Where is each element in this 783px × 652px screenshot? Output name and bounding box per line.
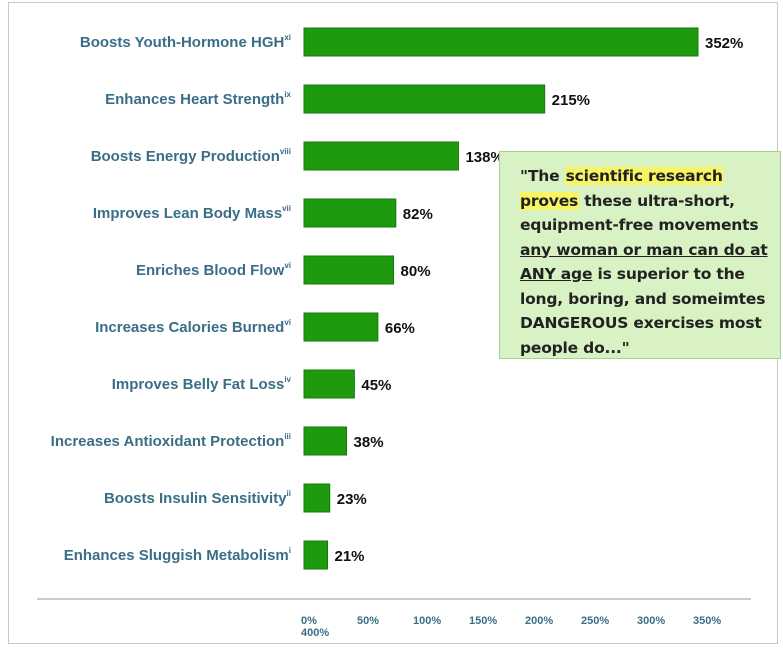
category-label: Enhances Heart Strengthix xyxy=(105,90,291,108)
x-tick-labels: 0% 50% 100% 150% 200% 250% 300% 350% 400% xyxy=(301,615,721,639)
category-labels: Boosts Youth-Hormone HGHxi Enhances Heart… xyxy=(51,33,292,564)
bar xyxy=(303,369,355,399)
callout-text-plain: "The xyxy=(520,167,565,185)
bar xyxy=(303,27,699,57)
category-label: Increases Calories Burnedvi xyxy=(95,318,291,336)
x-tick-label: 250% xyxy=(581,615,609,627)
x-tick-label: 0% xyxy=(301,615,317,627)
bar xyxy=(303,198,397,228)
category-label: Enriches Blood Flowvi xyxy=(136,261,291,279)
value-label: 138% xyxy=(465,149,503,166)
bar xyxy=(303,141,459,171)
value-label: 38% xyxy=(354,434,384,451)
x-tick-label: 400% xyxy=(301,627,329,639)
bar xyxy=(303,84,546,114)
x-tick-label: 350% xyxy=(693,615,721,627)
callout-text-plain: these ultra-short, equipment-free moveme… xyxy=(520,191,759,235)
x-tick-label: 100% xyxy=(413,615,441,627)
callout-text-plain: is superior to the long, boring, and som… xyxy=(520,265,766,357)
category-label: Boosts Energy Productionviii xyxy=(91,147,291,165)
category-label: Increases Antioxidant Protectioniii xyxy=(51,432,291,450)
value-label: 80% xyxy=(401,263,431,280)
bars-layer xyxy=(303,27,699,570)
category-label: Boosts Youth-Hormone HGHxi xyxy=(80,33,291,51)
category-label: Improves Lean Body Massvii xyxy=(93,204,291,222)
category-label: Boosts Insulin Sensitivityii xyxy=(104,489,291,507)
value-label: 82% xyxy=(403,206,433,223)
x-tick-label: 300% xyxy=(637,615,665,627)
bar xyxy=(303,312,379,342)
value-label: 45% xyxy=(361,377,391,394)
category-label: Enhances Sluggish Metabolismi xyxy=(64,546,291,564)
x-tick-label: 50% xyxy=(357,615,379,627)
chart-frame: Boosts Youth-Hormone HGHxi Enhances Heart… xyxy=(8,2,781,644)
value-label: 23% xyxy=(337,491,367,508)
value-label: 215% xyxy=(552,92,590,109)
bar xyxy=(303,426,348,456)
value-label: 352% xyxy=(705,35,743,52)
category-label: Improves Belly Fat Lossiv xyxy=(112,375,292,393)
value-label: 66% xyxy=(385,320,415,337)
bar xyxy=(303,255,395,285)
x-tick-label: 150% xyxy=(469,615,497,627)
bar xyxy=(303,540,329,570)
value-labels: 352% 215% 138% 82% 80% 66% 45% 38% 23% 21% xyxy=(335,35,744,565)
callout-box: "The scientific research proves these ul… xyxy=(499,151,781,359)
value-label: 21% xyxy=(335,548,365,565)
x-tick-label: 200% xyxy=(525,615,553,627)
callout-text-underline: any woman or man can do at ANY age xyxy=(520,240,768,284)
bar xyxy=(303,483,331,513)
bar-chart: Boosts Youth-Hormone HGHxi Enhances Heart… xyxy=(37,27,751,639)
